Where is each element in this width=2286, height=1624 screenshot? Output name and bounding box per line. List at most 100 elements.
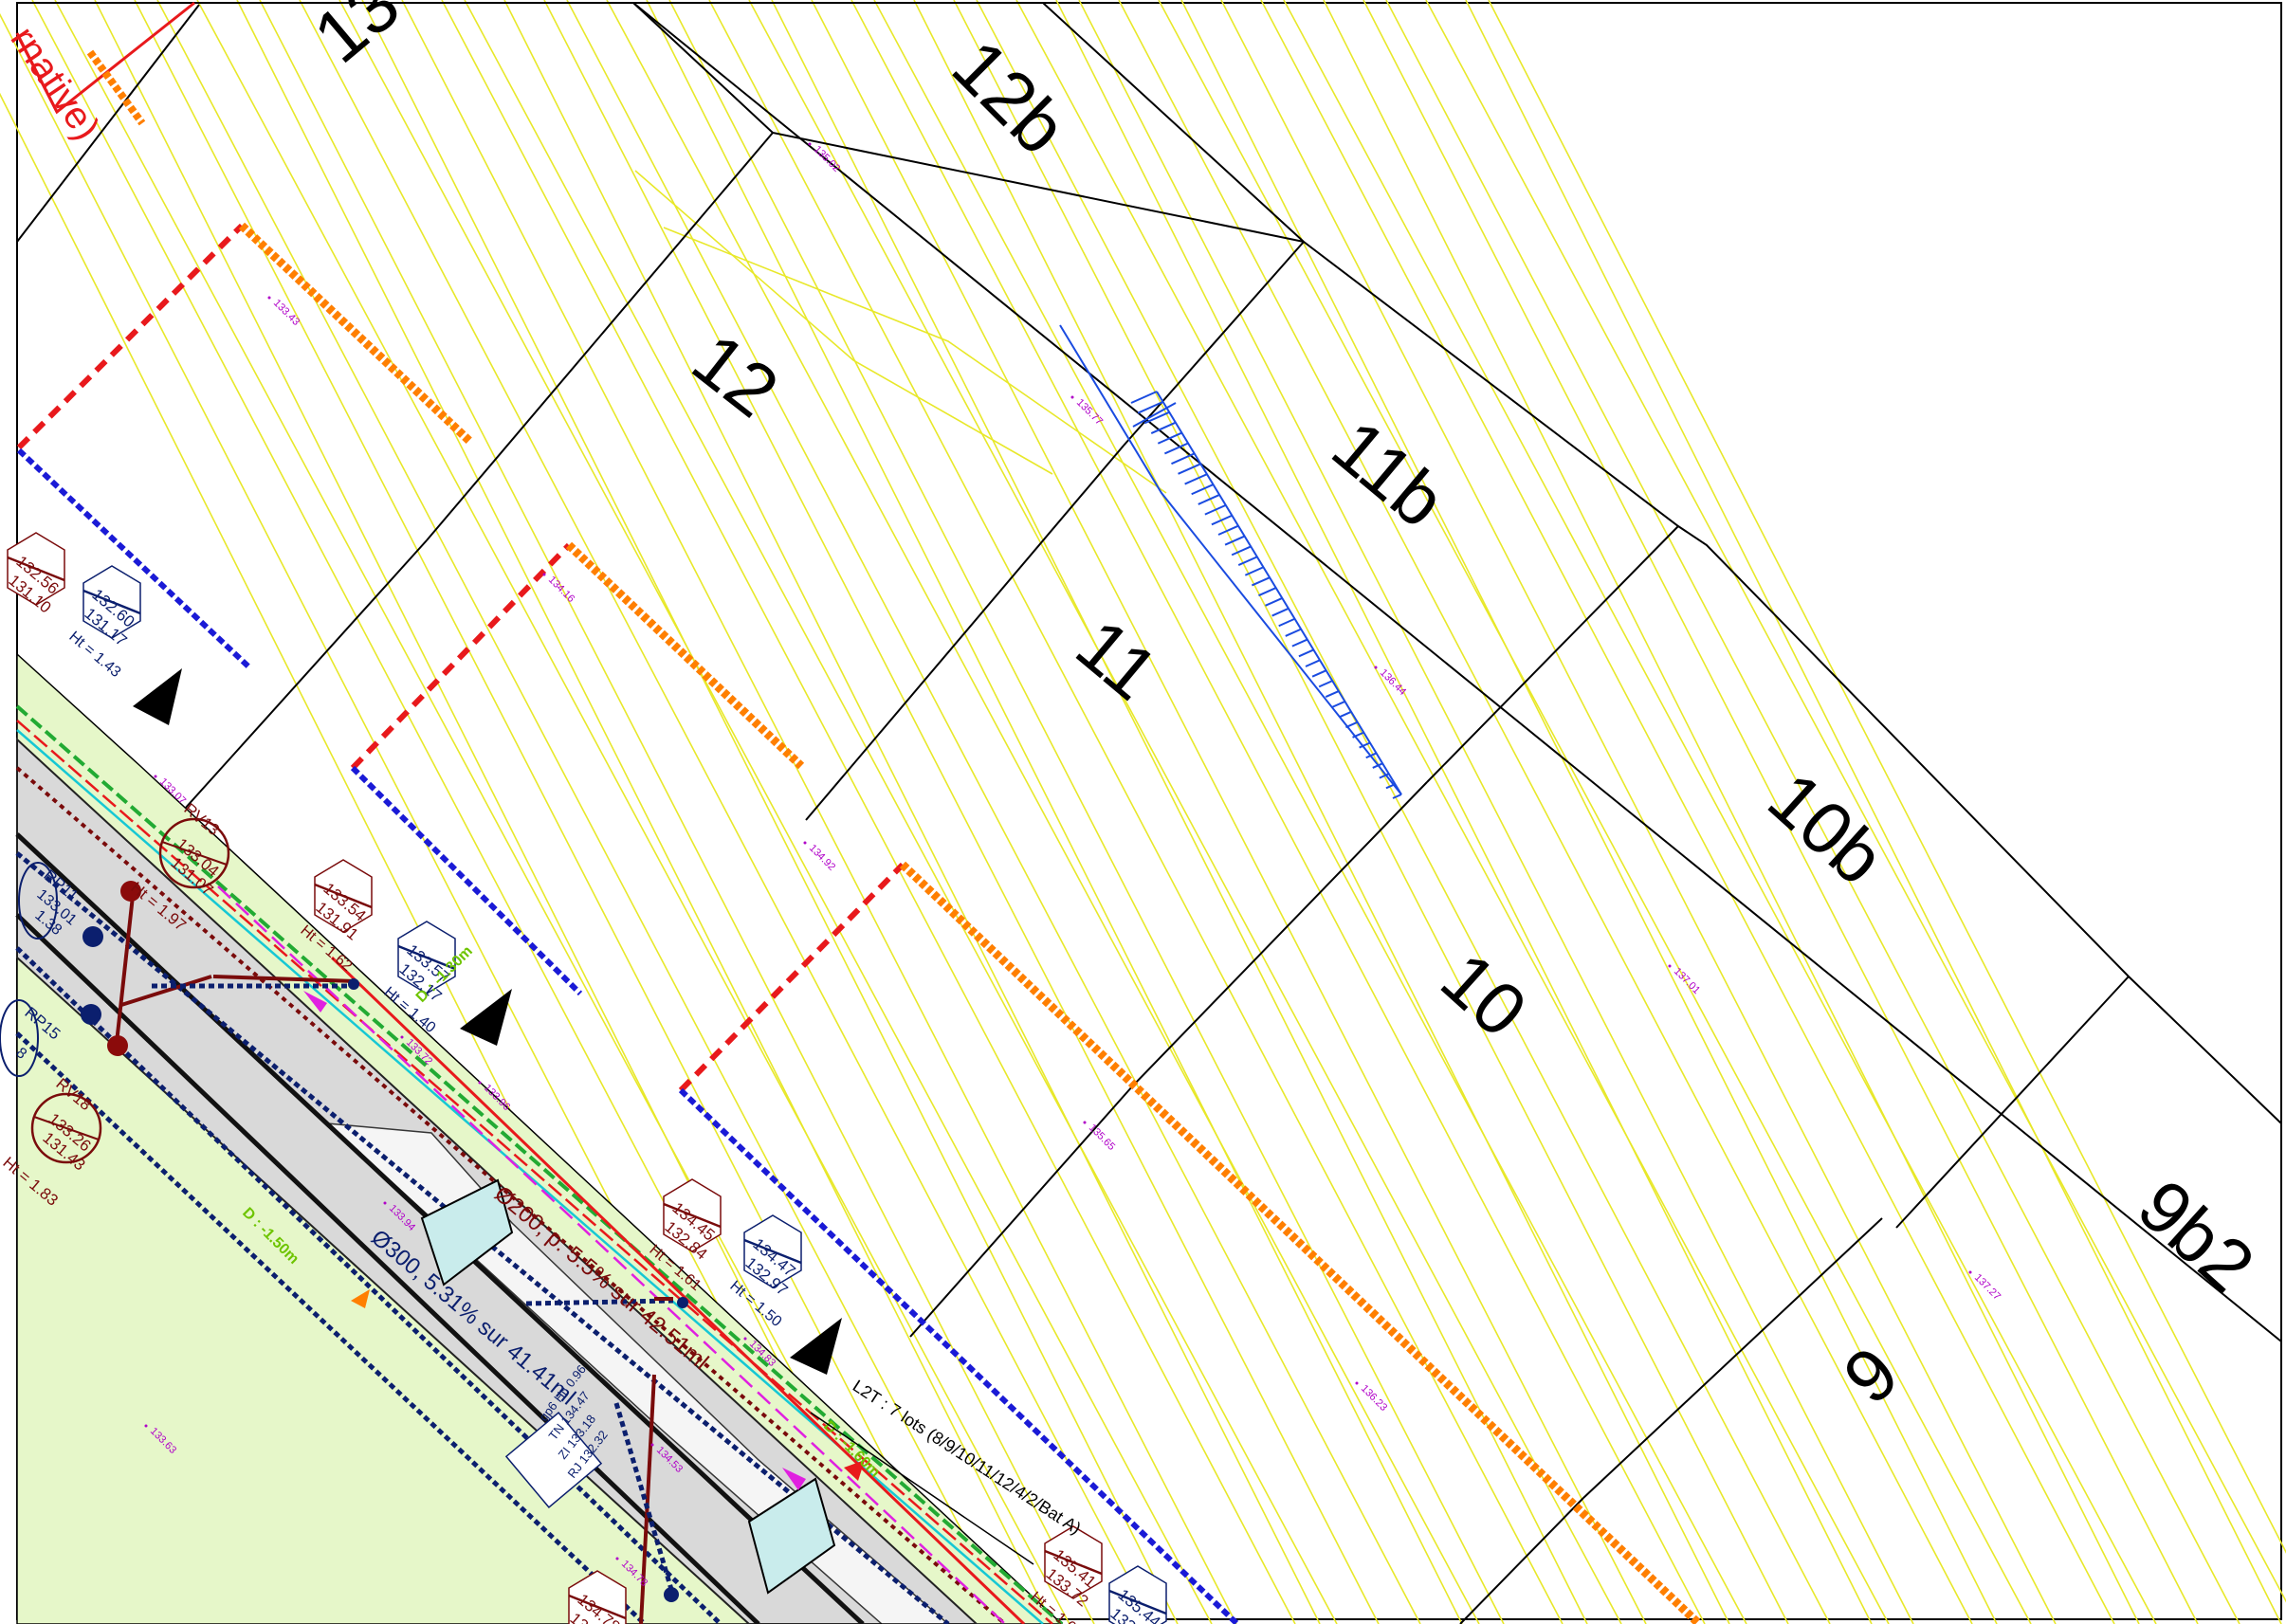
triangle-arrow-icon: [460, 989, 512, 1046]
contour-line: [1323, 0, 2140, 1624]
node-divider: [161, 841, 228, 866]
manhole-rv18: [107, 1035, 128, 1056]
hatch-tick: [1217, 524, 1239, 536]
direction-arrows: [133, 668, 842, 1375]
hatch-tick: [1191, 484, 1214, 496]
magenta-arrow-icon: [782, 1468, 806, 1490]
building-envelope-lot-12: [350, 541, 805, 996]
orange-arrow-icon: [351, 1289, 370, 1308]
hatch-tick: [1278, 617, 1295, 628]
contour-line: [1055, 0, 1873, 1624]
embankment-hatch: [1059, 324, 1402, 799]
red-level-tag-divider: [663, 1202, 722, 1229]
spot-height-label: 135.65: [1087, 1122, 1117, 1153]
spot-dot: [400, 1035, 404, 1039]
contour-line: [401, 0, 1237, 1624]
spot-dot: [650, 1443, 654, 1447]
spot-dot: [144, 1424, 148, 1428]
inspection-box-frame: [504, 1411, 603, 1509]
contour-line: [1283, 0, 2157, 1624]
node-divider: [33, 1116, 100, 1140]
contour-line: [1220, 0, 2057, 1624]
hatch-tick: [1251, 576, 1271, 587]
hatch-tick: [1331, 701, 1345, 708]
hatch-tick: [1163, 442, 1189, 455]
contour-line: [566, 0, 1421, 1624]
contour-line: [811, 0, 1647, 1624]
contour-line: [338, 0, 1213, 1624]
spot-dot: [1968, 1270, 1972, 1274]
lot-number-label: 11: [1061, 603, 1174, 716]
contour-line: [1362, 0, 2199, 1624]
contour-line: [668, 0, 1505, 1624]
hatch-tick: [1258, 587, 1277, 597]
hatch-tick: [1237, 556, 1258, 566]
contour-line: [1118, 0, 1973, 1624]
red-level-tag-shape: [568, 1570, 627, 1624]
red-arrow-icon: [844, 1460, 865, 1481]
rp-outline: [0, 999, 39, 1077]
contour-line: [441, 0, 1296, 1624]
red-level-tag-divider: [314, 883, 373, 909]
hatch-tick: [1285, 628, 1302, 637]
spot-dot: [1355, 1381, 1359, 1385]
spot-dot: [267, 296, 271, 300]
contour-line: [913, 0, 1730, 1624]
spot-height-label: 134.16: [546, 575, 576, 605]
hatch-tick: [1392, 794, 1402, 799]
hatch-tick: [1352, 731, 1364, 739]
hatch-tick: [1379, 773, 1390, 779]
contour-line: [1180, 0, 1998, 1624]
parcel-boundaries: [16, 2, 2282, 1624]
lot-number-label: 9b2: [2123, 1163, 2271, 1307]
road-corridor: [15, 652, 1064, 1624]
spot-height-label: 134.92: [807, 843, 837, 873]
hatch-tick: [1318, 680, 1333, 688]
spot-dot: [803, 841, 807, 845]
spot-dot: [383, 1201, 387, 1205]
hatch-tick: [1359, 741, 1371, 749]
triangle-arrow-icon: [133, 668, 182, 725]
hatch-tick: [1231, 545, 1252, 557]
hatch-tick: [1325, 690, 1340, 698]
spot-dot: [542, 573, 546, 576]
manhole-rv13: [120, 881, 141, 902]
spot-dot: [615, 1557, 619, 1560]
lot-number-label: 12: [678, 317, 795, 433]
spot-dot: [1083, 1121, 1087, 1124]
corner-notice-box: rnative): [3, 1, 195, 148]
blue-level-tag-divider: [1108, 1589, 1167, 1615]
hatch-tick: [1224, 535, 1246, 546]
hatch-tick: [1291, 638, 1308, 648]
spot-dot: [1374, 666, 1378, 669]
node-circle: [30, 1092, 102, 1164]
contour-line: [1488, 0, 2286, 1554]
red-level-tag-divider: [1044, 1549, 1103, 1576]
blue-level-tag-divider: [397, 944, 456, 971]
hatch-tick: [1157, 431, 1182, 445]
contour-line: [850, 0, 1706, 1624]
manhole-rp11: [82, 926, 103, 947]
blue-level-tag-shape: [1108, 1565, 1167, 1624]
contour-line: [771, 0, 1588, 1624]
magenta-arrow-icon: [303, 991, 327, 1013]
spot-dot: [154, 775, 157, 778]
contour-line: [1158, 0, 2032, 1624]
contour-line: [1465, 0, 2282, 1624]
contour-line: [976, 0, 1831, 1624]
contour-line: [196, 0, 1070, 1624]
hatch-tick: [1198, 494, 1220, 505]
spot-dot: [808, 142, 812, 146]
red-level-tag-divider: [7, 556, 65, 582]
hatch-tick: [1130, 391, 1158, 404]
spot-dot: [743, 1337, 747, 1341]
spot-height-label: 133.43: [271, 298, 302, 328]
contour-line: [156, 0, 1012, 1624]
hatch-tick: [1184, 473, 1208, 485]
contour-line: [464, 0, 1338, 1624]
hatch-tick: [1365, 752, 1377, 759]
triangle-arrow-icon: [790, 1318, 842, 1375]
hatch-tick: [1178, 463, 1201, 475]
hatch-tick: [1338, 710, 1352, 719]
